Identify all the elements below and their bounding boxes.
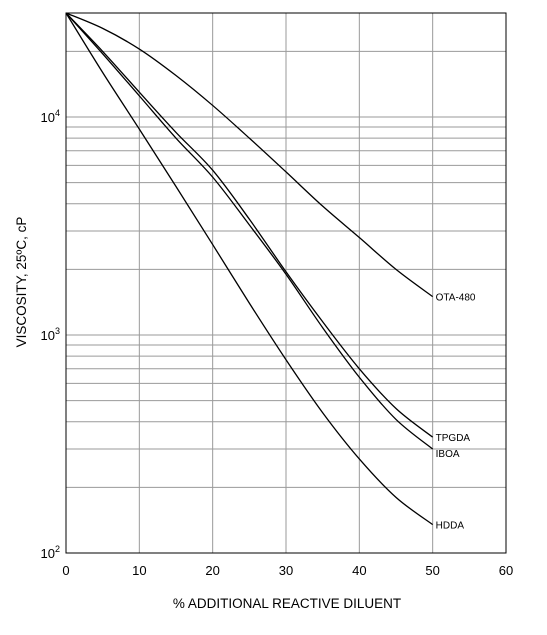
- y-axis-title: VISCOSITY, 25ºC, cP: [14, 217, 29, 348]
- y-tick-exponent: 3: [55, 326, 60, 336]
- x-tick-label: 40: [352, 563, 366, 578]
- y-tick-base: 10: [41, 546, 55, 561]
- series-labels: OTA-480 TPGDA IBOA HDDA: [436, 293, 476, 532]
- series-line-tpgda: [65, 12, 434, 438]
- series-label-tpgda: TPGDA: [436, 433, 471, 444]
- x-tick-label: 60: [499, 563, 513, 578]
- x-tick-label: 50: [425, 563, 439, 578]
- plot-frame: [65, 12, 507, 554]
- y-tick-base: 10: [41, 328, 55, 343]
- y-tick-exponent: 2: [55, 544, 60, 554]
- series-line-hdda: [65, 12, 434, 526]
- series-label-hdda: HDDA: [436, 521, 465, 532]
- x-tick-label: 10: [132, 563, 146, 578]
- series-line-ota-480: [65, 12, 434, 298]
- y-tick-base: 10: [41, 110, 55, 125]
- y-tick-label: 104: [41, 108, 60, 125]
- x-tick-labels: 0 10 20 30 40 50 60: [62, 563, 513, 578]
- y-tick-exponent: 4: [55, 108, 60, 118]
- x-axis-title: % ADDITIONAL REACTIVE DILUENT: [173, 596, 401, 611]
- x-tick-label: 20: [205, 563, 219, 578]
- y-tick-label: 102: [41, 544, 60, 561]
- x-tick-label: 30: [279, 563, 293, 578]
- series-line-iboa: [65, 12, 434, 450]
- grid: [65, 12, 507, 554]
- y-tick-label: 103: [41, 326, 60, 343]
- series-label-ota-480: OTA-480: [436, 293, 476, 304]
- series-layer: [65, 12, 434, 526]
- series-label-iboa: IBOA: [436, 449, 460, 460]
- x-tick-label: 0: [62, 563, 69, 578]
